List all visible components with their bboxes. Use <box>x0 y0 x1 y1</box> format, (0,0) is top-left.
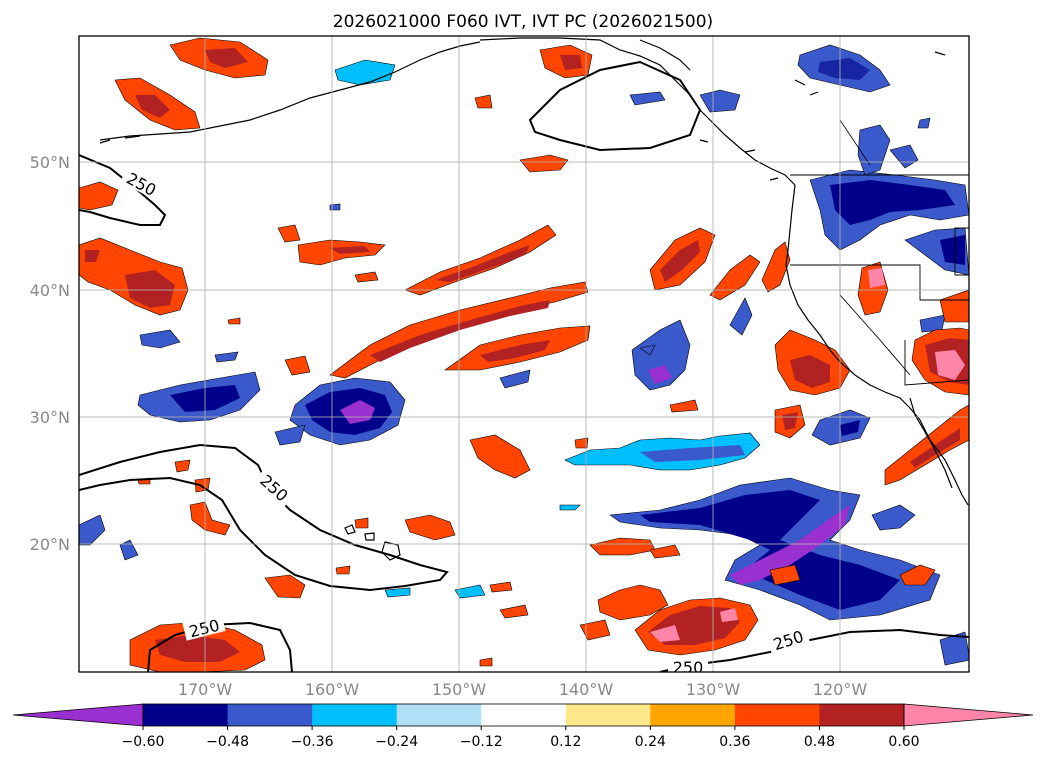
lon-label: 160°W <box>305 680 360 699</box>
coastlines <box>99 37 969 561</box>
longitude-labels: 170°W 160°W 150°W 140°W 130°W 120°W <box>178 680 868 699</box>
colorbar-extend-max <box>903 703 1034 727</box>
colorbar-segment <box>481 704 567 726</box>
colorbar-tick-label: −0.48 <box>206 734 249 750</box>
lon-label: 170°W <box>178 680 233 699</box>
positive-ivt-anomalies <box>79 37 969 672</box>
colorbar-tick-label: −0.12 <box>460 734 503 750</box>
lon-label: 140°W <box>559 680 614 699</box>
colorbar-tick-label: 0.60 <box>888 734 919 750</box>
colorbar-extend-min <box>12 703 144 727</box>
colorbar-segment <box>227 704 313 726</box>
colorbar-segment <box>312 704 398 726</box>
lat-label: 40°N <box>30 281 70 300</box>
lon-label: 130°W <box>686 680 741 699</box>
colorbar-tick-label: −0.24 <box>375 734 418 750</box>
lat-label: 50°N <box>30 153 70 172</box>
colorbar-tick-label: −0.36 <box>291 734 334 750</box>
colorbar-tick-label: 0.24 <box>635 734 666 750</box>
colorbar-segment <box>819 704 905 726</box>
colorbar-tick-label: 0.48 <box>804 734 835 750</box>
colorbar: −0.60 −0.48 −0.36 −0.24 −0.12 0.12 0.24 0.36 0.4… <box>12 703 1034 750</box>
contour-label: 250 <box>673 658 704 677</box>
map-title: 2026021000 F060 IVT, IVT PC (2026021500) <box>333 12 713 32</box>
colorbar-border <box>142 703 905 727</box>
colorbar-segment <box>143 704 229 726</box>
colorbar-segment <box>650 704 736 726</box>
latitude-labels: 50°N 40°N 30°N 20°N <box>30 153 70 554</box>
colorbar-segment <box>565 704 651 726</box>
colorbar-segment <box>734 704 820 726</box>
colorbar-tick-label: 0.12 <box>550 734 581 750</box>
lon-label: 150°W <box>432 680 487 699</box>
colorbar-segment <box>396 704 482 726</box>
gridlines <box>79 36 969 672</box>
colorbar-tick-label: −0.60 <box>122 734 165 750</box>
lat-label: 20°N <box>30 535 70 554</box>
map-frame <box>78 35 970 673</box>
lat-label: 30°N <box>30 408 70 427</box>
colorbar-tick-label: 0.36 <box>719 734 750 750</box>
negative-ivt-anomalies <box>79 44 969 666</box>
lon-label: 120°W <box>813 680 868 699</box>
map-content: 250 250 250 250 250 <box>79 36 969 677</box>
